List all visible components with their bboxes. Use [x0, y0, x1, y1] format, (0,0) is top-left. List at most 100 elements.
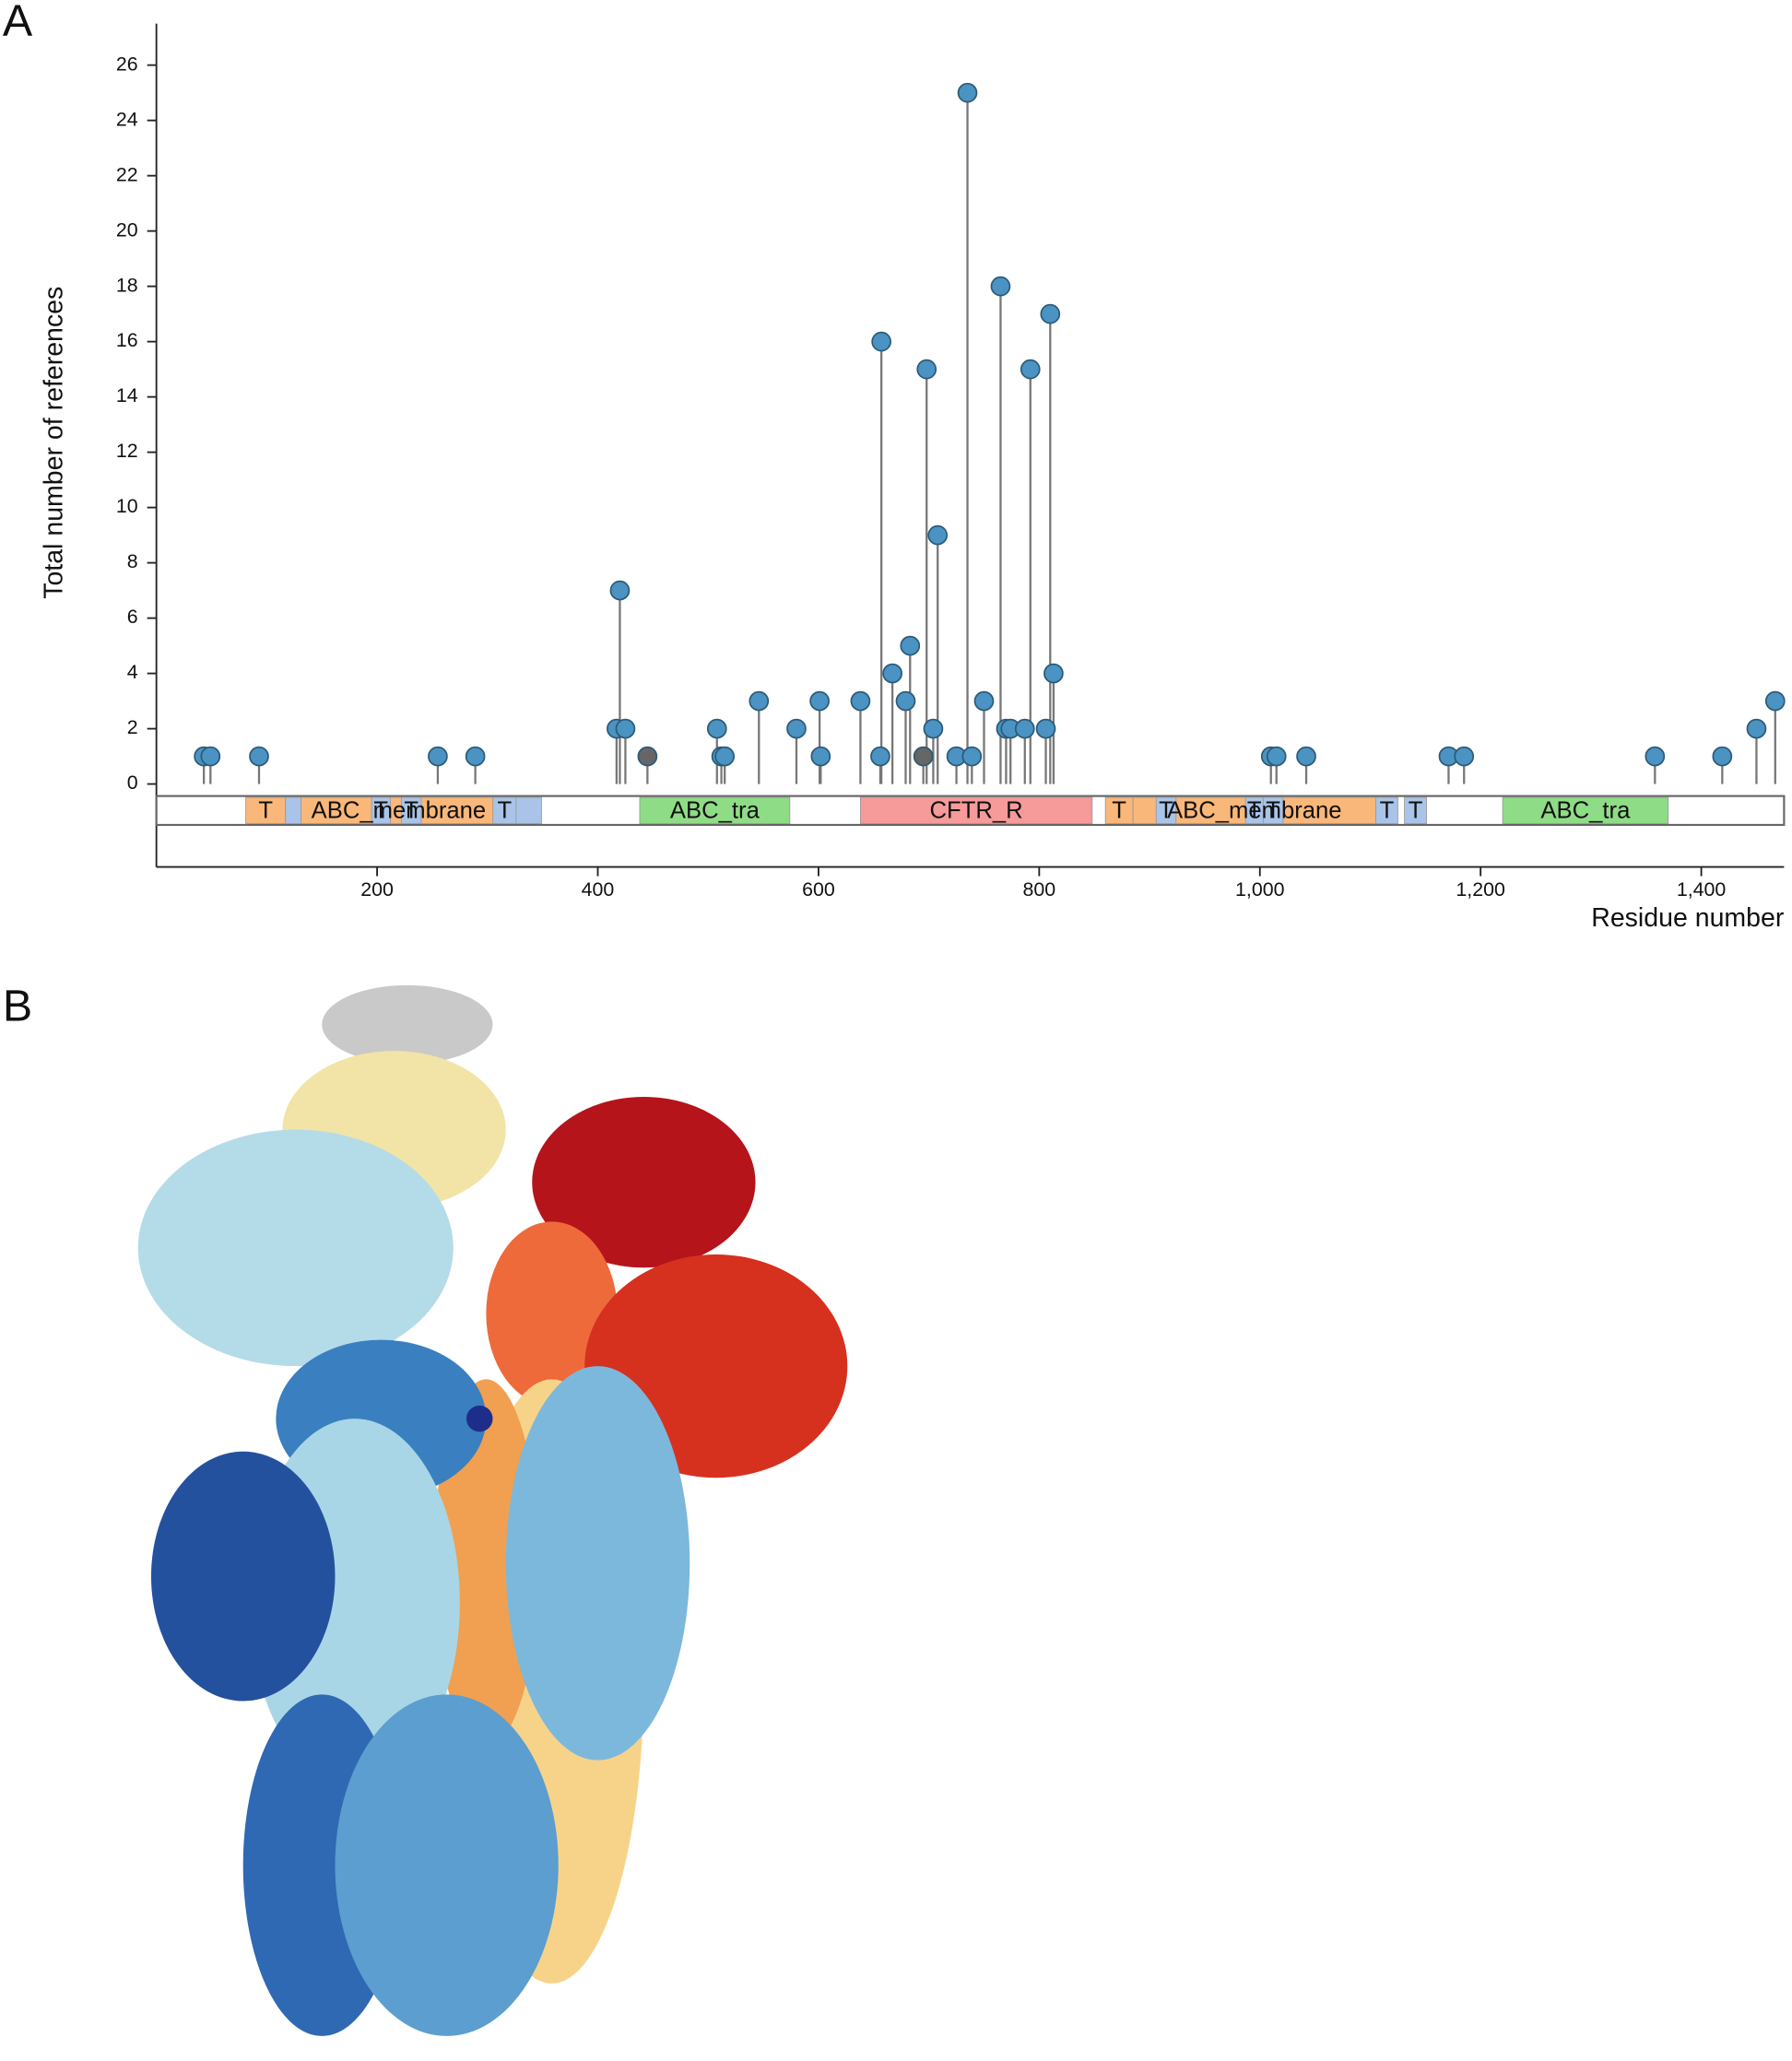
y-tick-label: 2 [127, 716, 138, 738]
domain [515, 796, 542, 824]
domain-label: ABC_tra [1540, 798, 1631, 824]
point [749, 690, 770, 712]
point [923, 718, 944, 739]
point [990, 276, 1011, 297]
region [137, 1129, 454, 1367]
point [706, 718, 727, 739]
point [1040, 303, 1061, 324]
domain-label: T [258, 798, 273, 824]
y-tick-label: 4 [127, 661, 138, 683]
domain [1262, 796, 1284, 824]
point [850, 690, 871, 712]
y-tick-label: 10 [116, 495, 138, 517]
point [1746, 718, 1767, 739]
point [957, 82, 978, 103]
point [249, 746, 269, 767]
region [322, 984, 493, 1065]
domain [1502, 796, 1669, 824]
point [465, 746, 486, 767]
domain-label: ABC_membrane [1167, 798, 1342, 824]
point [871, 331, 891, 352]
point [200, 746, 221, 767]
region [433, 1379, 539, 1748]
domain-label: T [1409, 798, 1423, 824]
domain-label: T [404, 798, 419, 824]
region [532, 1096, 756, 1268]
point [1043, 663, 1064, 684]
x-tick-label: 1,000 [1235, 878, 1285, 901]
point [1035, 718, 1056, 739]
point [786, 718, 807, 739]
protein-structure [137, 984, 848, 2036]
domain-label: CFTR_R [930, 798, 1023, 824]
point [1266, 746, 1287, 767]
region [486, 1221, 618, 1406]
x-tick-label: 200 [360, 878, 394, 901]
domain [371, 796, 391, 824]
point [637, 746, 658, 767]
point [913, 746, 934, 767]
point [1764, 690, 1786, 712]
domain [1104, 796, 1134, 824]
y-tick-label: 26 [116, 53, 138, 75]
region [505, 1366, 690, 1761]
y-tick-label: 6 [127, 606, 138, 628]
domain [639, 796, 791, 824]
point [615, 718, 636, 739]
panel-label: B [3, 981, 32, 1030]
domain [859, 796, 1093, 824]
domain-label: T [1380, 798, 1395, 824]
point [1014, 718, 1035, 739]
point [870, 746, 890, 767]
y-tick-label: 24 [116, 108, 138, 130]
region [150, 1451, 336, 1702]
point [810, 746, 831, 767]
point [961, 746, 983, 767]
y-tick-label: 18 [116, 274, 138, 296]
x-tick-label: 600 [802, 878, 835, 901]
point [927, 524, 949, 546]
point [916, 359, 937, 380]
point [1712, 746, 1733, 767]
x-axis-label: Residue number [1591, 903, 1785, 933]
domain [301, 796, 497, 824]
domain-label: T [1247, 798, 1262, 824]
domain-label: T [498, 798, 513, 824]
region [335, 1694, 559, 2036]
domain-label: T [1112, 798, 1126, 824]
point [609, 580, 631, 601]
domain [1375, 796, 1398, 824]
domain [1155, 796, 1177, 824]
domain [492, 796, 517, 824]
point [809, 690, 830, 712]
domain [1404, 796, 1427, 824]
domain [245, 796, 287, 824]
y-axis-label: Total number of references [39, 287, 68, 599]
y-tick-label: 22 [116, 163, 138, 185]
point [714, 746, 735, 767]
panel-label: A [3, 0, 33, 45]
y-tick-label: 14 [116, 384, 138, 406]
point [900, 635, 921, 656]
y-tick-label: 16 [116, 329, 138, 351]
domain-label: T [1159, 798, 1173, 824]
x-tick-label: 400 [582, 878, 615, 901]
point [973, 690, 995, 712]
point [428, 746, 448, 767]
point [1296, 746, 1316, 767]
point [1020, 359, 1041, 380]
y-tick-label: 8 [127, 550, 138, 572]
point [882, 663, 902, 684]
x-tick-label: 1,400 [1677, 878, 1727, 901]
point [895, 690, 916, 712]
region [466, 1405, 493, 1432]
x-tick-label: 1,200 [1456, 878, 1505, 901]
x-tick-label: 800 [1023, 878, 1056, 901]
point [1645, 746, 1666, 767]
domain-label: ABC_tra [670, 798, 760, 824]
point [1454, 746, 1475, 767]
y-tick-label: 20 [116, 218, 138, 241]
